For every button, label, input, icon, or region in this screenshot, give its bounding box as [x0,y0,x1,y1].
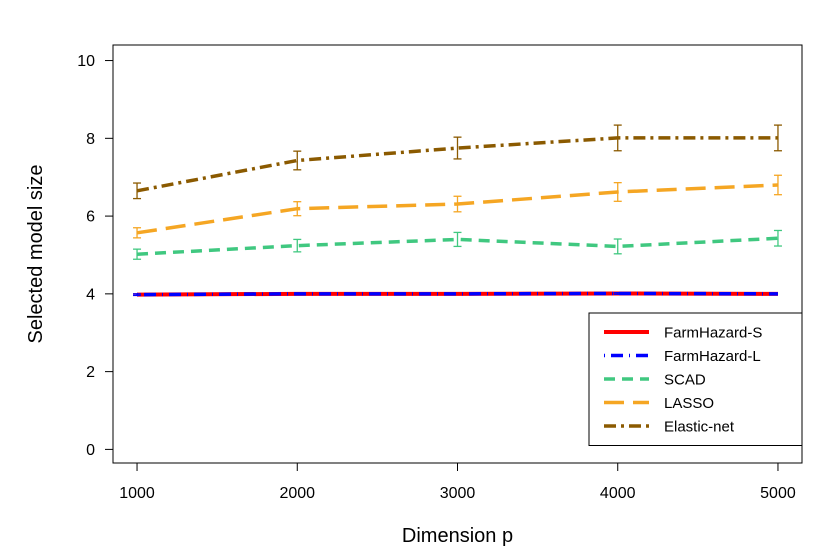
series-elastic-net [133,124,782,200]
legend-label: Elastic-net [664,419,735,436]
x-tick-label: 3000 [440,485,476,502]
series-layer [133,124,782,297]
series-line [136,136,778,193]
series-line [137,291,778,297]
y-tick-label: 4 [86,286,95,303]
axes-layer: 1000 2000 3000 4000 5000 0 2 4 6 8 10 [77,53,796,502]
y-tick-label: 0 [86,442,95,459]
legend-label: SCAD [664,372,706,389]
y-axis-title: Selected model size [25,165,47,344]
y-tick-label: 10 [77,53,95,70]
legend-label: FarmHazard-S [664,325,762,342]
x-axis-title: Dimension p [402,525,513,547]
legend-label: FarmHazard-L [664,348,761,365]
series-scad [133,229,782,260]
legend-label: LASSO [664,395,714,412]
y-tick-label: 2 [86,364,95,381]
series-line [137,291,778,297]
x-tick-label: 4000 [600,485,636,502]
y-tick-label: 8 [86,131,95,148]
x-tick-label: 1000 [119,485,155,502]
legend: FarmHazard-S FarmHazard-L SCAD LASSO Elastic… [588,312,803,446]
x-tick-label: 2000 [279,485,315,502]
series-lasso [133,174,782,239]
series-farmhazard-l [133,291,779,297]
x-tick-label: 5000 [760,485,796,502]
y-tick-label: 6 [86,209,95,226]
